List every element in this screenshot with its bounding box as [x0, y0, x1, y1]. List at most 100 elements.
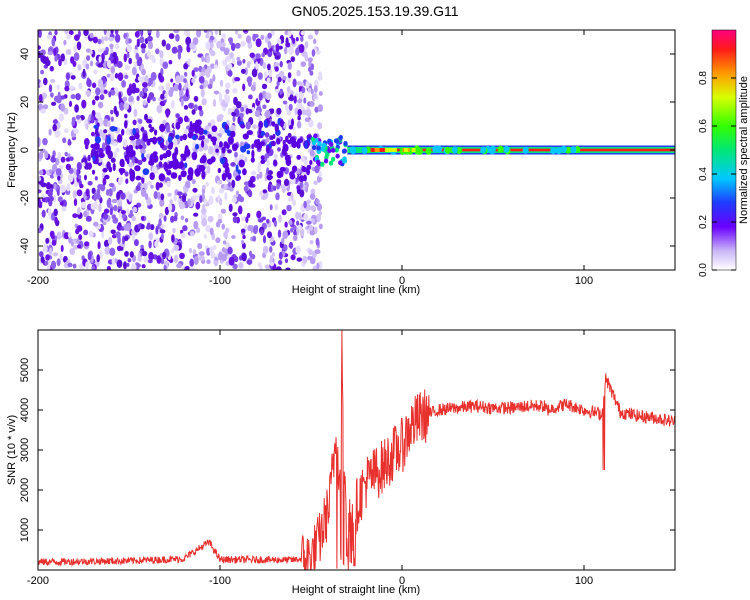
heatmap-cell — [301, 87, 306, 94]
heatmap-cell — [101, 133, 106, 141]
heatmap-cell — [220, 37, 225, 44]
heatmap-cell — [173, 254, 179, 264]
heatmap-cell — [141, 153, 145, 159]
heatmap-cell — [69, 156, 74, 161]
heatmap-cell — [314, 165, 320, 174]
heatmap-cell — [83, 229, 89, 236]
heatmap-cell — [225, 88, 230, 95]
heatmap-cell — [54, 129, 61, 138]
heatmap-cell — [228, 37, 233, 43]
heatmap-y-tick-label: 40 — [19, 48, 31, 60]
heatmap-cell — [247, 189, 252, 198]
heatmap-cell — [223, 184, 228, 191]
heatmap-cell — [69, 248, 76, 255]
heatmap-cell — [131, 215, 136, 222]
heatmap-cell — [271, 30, 275, 37]
heatmap-cell — [178, 82, 182, 91]
heatmap-cell — [91, 131, 95, 137]
heatmap-cell — [85, 188, 90, 197]
heatmap-cell — [299, 189, 305, 198]
heatmap-cell — [261, 52, 266, 58]
heatmap-cell — [313, 180, 318, 186]
heatmap-cell — [208, 198, 214, 205]
heatmap-cell — [224, 124, 229, 130]
heatmap-cell — [177, 164, 183, 169]
heatmap-cell — [91, 187, 96, 194]
heatmap-cell — [168, 60, 173, 65]
heatmap-cell — [266, 77, 271, 83]
heatmap-cell — [136, 95, 140, 102]
heatmap-cell — [81, 162, 86, 167]
heatmap-cell — [489, 147, 496, 155]
heatmap-cell — [258, 161, 262, 168]
heatmap-cell — [265, 145, 270, 154]
heatmap-cell — [56, 96, 62, 104]
heatmap-x-axis-label: Height of straight line (km) — [292, 284, 420, 296]
colorbar-tick-label: 0.4 — [698, 167, 709, 181]
heatmap-cell — [292, 165, 298, 172]
heatmap-cell — [56, 84, 60, 90]
heatmap-y-tick-label: -20 — [19, 190, 31, 206]
heatmap-cell — [271, 121, 276, 126]
heatmap-cell — [258, 92, 263, 101]
heatmap-cell — [240, 106, 245, 112]
heatmap-cell — [221, 223, 225, 230]
heatmap-cell — [97, 48, 104, 53]
heatmap-cell — [262, 235, 267, 244]
heatmap-cell — [230, 162, 236, 167]
heatmap-cell — [214, 30, 219, 36]
heatmap-cell — [38, 151, 44, 160]
heatmap-cell — [88, 162, 92, 170]
heatmap-cell — [55, 168, 62, 177]
heatmap-cell — [153, 191, 158, 199]
heatmap-cell — [218, 114, 224, 119]
heatmap-cell — [296, 140, 301, 149]
heatmap-cell — [244, 67, 248, 76]
heatmap-cell — [276, 38, 282, 45]
heatmap-cell — [109, 43, 114, 48]
heatmap-cell — [56, 189, 60, 196]
heatmap-cell — [203, 198, 208, 205]
heatmap-cell — [217, 167, 222, 174]
heatmap-cell — [85, 90, 92, 96]
heatmap-cell — [66, 33, 72, 40]
heatmap-cell — [218, 141, 223, 148]
heatmap-cell — [101, 36, 105, 45]
heatmap-cell — [141, 264, 146, 269]
heatmap-cell — [185, 88, 189, 98]
heatmap-cell — [203, 214, 207, 219]
heatmap-cell — [133, 239, 139, 247]
heatmap-cell — [63, 39, 67, 46]
heatmap-cell — [145, 225, 152, 230]
heatmap-cell — [258, 120, 264, 129]
heatmap-cell — [295, 47, 300, 56]
heatmap-cell — [150, 184, 154, 189]
heatmap-cell — [199, 157, 204, 164]
heatmap-cell — [156, 136, 162, 142]
heatmap-cell — [42, 245, 48, 253]
heatmap-cell — [102, 167, 108, 173]
heatmap-cell — [137, 252, 141, 261]
heatmap-cell — [141, 215, 145, 221]
heatmap-cell — [175, 34, 180, 42]
heatmap-cell — [117, 222, 122, 228]
heatmap-cell — [168, 203, 173, 212]
heatmap-cell — [224, 82, 231, 89]
heatmap-cell — [304, 41, 309, 49]
heatmap-cell — [304, 160, 308, 168]
heatmap-cell — [313, 85, 318, 93]
heatmap-cell — [123, 261, 127, 270]
heatmap-cell — [221, 147, 226, 154]
heatmap-x-ticks: -200 -100 0 100 — [27, 30, 593, 287]
heatmap-cell — [91, 82, 97, 89]
heatmap-cell — [41, 209, 46, 218]
heatmap-cell — [237, 33, 242, 39]
heatmap-cell — [137, 76, 142, 82]
heatmap-cell — [267, 32, 273, 39]
heatmap-cell — [480, 146, 487, 154]
heatmap-cell — [131, 229, 136, 236]
heatmap-cell — [197, 105, 203, 111]
heatmap-cell — [176, 45, 183, 54]
heatmap-cell — [207, 84, 213, 89]
heatmap-cell — [287, 132, 292, 138]
